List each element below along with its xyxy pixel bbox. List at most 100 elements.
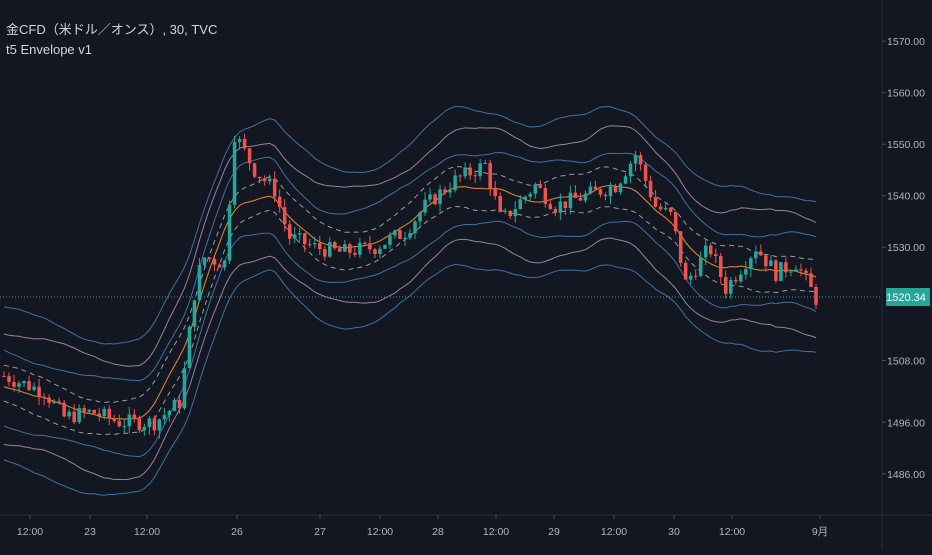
candle-body (318, 243, 322, 250)
candle-body (2, 375, 6, 377)
envelope-line (3, 151, 817, 382)
x-tick-label: 9月 (812, 526, 828, 538)
candle-body (543, 187, 548, 204)
candle-body (473, 175, 477, 177)
candle-body (568, 192, 573, 209)
candle-body (573, 192, 578, 198)
candle-body (794, 269, 798, 272)
candle-body (799, 269, 803, 271)
candle-body (307, 244, 312, 246)
time-axis[interactable]: 12:00 23 12:00 26 27 12:00 28 12:00 29 12:00 30 12:… (17, 515, 828, 538)
candle-body (217, 264, 222, 268)
candle-body (177, 399, 182, 409)
candle-body (789, 271, 793, 273)
candle-body (488, 162, 492, 189)
candle-body (724, 276, 728, 294)
candle-body (719, 255, 723, 277)
candle-body (759, 251, 763, 256)
candle-body (398, 230, 402, 239)
candle-body (127, 414, 132, 427)
candle-body (87, 410, 91, 412)
candle-body (653, 197, 658, 207)
candle-body (167, 410, 172, 416)
candle-body (147, 418, 152, 427)
candle-body (67, 411, 71, 417)
candle-body (433, 194, 437, 205)
candle-body (744, 269, 748, 275)
candle-body (769, 260, 773, 267)
candle-body (703, 245, 708, 258)
candle-body (713, 254, 718, 256)
candle-body (438, 189, 442, 205)
x-tick-label: 12:00 (719, 526, 745, 538)
y-tick-label: 1550.00 (887, 139, 925, 151)
candle-body (187, 326, 192, 369)
candle-body (172, 399, 177, 411)
candle-body (663, 207, 668, 210)
candle-body (353, 252, 357, 255)
candle-body (533, 184, 538, 194)
candle-body (498, 196, 502, 212)
x-tick-label: 12:00 (367, 526, 393, 538)
y-tick-label: 1486.00 (887, 469, 925, 481)
candle-body (563, 201, 568, 209)
price-axis[interactable]: 1486.00 1496.00 1508.00 1520.34 1530.00 1540.… (882, 36, 930, 481)
candle-body (22, 381, 26, 384)
x-tick-label: 27 (314, 526, 326, 538)
candle-body (57, 401, 61, 403)
candle-body (227, 204, 232, 261)
candle-body (132, 414, 137, 419)
candle-body (518, 199, 523, 210)
candle-body (739, 274, 743, 282)
candle-body (784, 262, 788, 273)
candle-body (77, 408, 81, 423)
candle-body (212, 258, 217, 265)
candle-body (633, 155, 638, 164)
symbol-title[interactable]: 金CFD（米ドル／オンス）, 30, TVC (6, 22, 218, 37)
y-tick-label: 1560.00 (887, 88, 925, 100)
x-tick-label: 12:00 (134, 526, 160, 538)
candle-body (313, 243, 317, 245)
candle-body (638, 155, 643, 165)
envelope-line (3, 263, 817, 496)
candle-body (117, 420, 122, 427)
candle-body (804, 270, 808, 274)
last-price-tag (886, 287, 930, 306)
candle-body (463, 167, 467, 177)
candle-body (658, 206, 663, 210)
candle-body (548, 203, 553, 210)
candle-body (222, 260, 227, 268)
candle-body (42, 396, 46, 398)
candle-body (287, 224, 292, 239)
candle-body (428, 194, 432, 200)
candle-body (142, 426, 147, 431)
candle-body (814, 286, 818, 305)
candle-body (162, 415, 167, 420)
candle-body (553, 209, 558, 213)
candle-body (673, 211, 678, 232)
candle-body (368, 243, 372, 250)
candle-body (478, 163, 482, 177)
candle-body (297, 233, 302, 235)
candle-body (202, 257, 207, 265)
candle-body (628, 163, 633, 177)
candle-body (403, 237, 407, 239)
candle-body (17, 383, 21, 387)
candle-body (338, 248, 342, 252)
candle-body (608, 186, 613, 197)
candle-body (453, 175, 457, 191)
indicator-title[interactable]: t5 Envelope v1 (6, 42, 93, 57)
candle-body (683, 262, 688, 280)
candle-body (192, 300, 197, 327)
candle-body (503, 210, 507, 212)
candle-body (378, 248, 382, 255)
candle-body (257, 176, 262, 179)
envelope-line (3, 166, 817, 404)
candle-body (408, 233, 412, 238)
candle-body (112, 418, 117, 421)
envelope-line (3, 220, 817, 458)
candle-body (458, 175, 462, 177)
